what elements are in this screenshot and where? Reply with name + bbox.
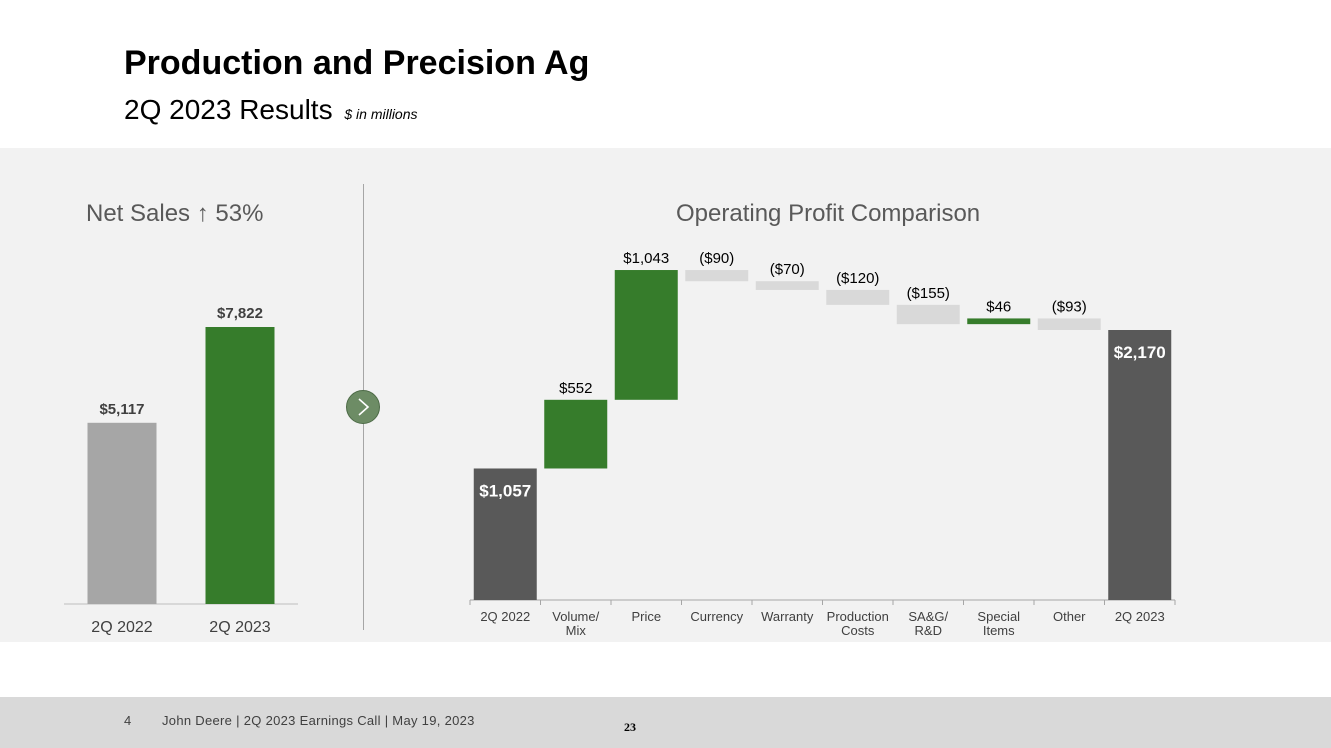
- tick-label: Special: [977, 609, 1020, 624]
- subtitle-text: 2Q 2023 Results: [124, 94, 333, 125]
- bar-sa-g-r-d: [896, 304, 960, 325]
- data-label: ($155): [907, 285, 950, 302]
- bar-volume-mix: [544, 399, 608, 469]
- page-number: 23: [624, 720, 636, 734]
- slide-number: 4: [124, 713, 132, 728]
- bar-other: [1037, 318, 1101, 330]
- tick-label: 2Q 2022: [480, 609, 530, 624]
- net-sales-title: Net Sales ↑ 53%: [86, 200, 264, 227]
- unit-note: $ in millions: [344, 106, 418, 122]
- bar-price: [614, 270, 678, 400]
- data-label: $2,170: [1114, 343, 1166, 362]
- tick-label: Volume/: [552, 609, 599, 624]
- tick-label: 2Q 2022: [91, 619, 152, 636]
- tick-label: Currency: [690, 609, 743, 624]
- tick-label: 2Q 2023: [1115, 609, 1165, 624]
- data-label: ($93): [1052, 298, 1087, 315]
- bar-2q-2023: [1108, 330, 1172, 600]
- bar-production-costs: [826, 289, 890, 305]
- footer-text: John Deere | 2Q 2023 Earnings Call | May…: [162, 713, 475, 728]
- data-label: $1,057: [479, 481, 531, 500]
- data-label: $552: [559, 380, 592, 397]
- tick-label: 2Q 2023: [209, 619, 270, 636]
- bar-2q-2022: [473, 468, 537, 600]
- bar-2q-2023: [205, 327, 275, 604]
- operating-profit-title: Operating Profit Comparison: [676, 200, 981, 227]
- data-label: ($70): [770, 261, 805, 278]
- tick-label: Production: [827, 609, 889, 624]
- tick-label: Warranty: [761, 609, 814, 624]
- data-label: $1,043: [623, 250, 669, 267]
- tick-label: Mix: [566, 623, 587, 638]
- tick-label: Costs: [841, 623, 875, 638]
- slide-subtitle: 2Q 2023 Results $ in millions: [124, 94, 418, 126]
- tick-label: Other: [1053, 609, 1086, 624]
- data-label: $46: [986, 298, 1011, 315]
- data-label: ($120): [836, 270, 879, 287]
- tick-label: Items: [983, 623, 1015, 638]
- tick-label: R&D: [915, 623, 942, 638]
- data-label: $7,822: [217, 305, 263, 322]
- next-arrow-button[interactable]: [346, 390, 380, 424]
- slide-title: Production and Precision Ag: [124, 44, 590, 82]
- bar-2q-2022: [87, 422, 157, 604]
- data-label: $5,117: [99, 401, 144, 418]
- chevron-right-icon: [358, 398, 370, 416]
- bar-currency: [685, 270, 749, 282]
- tick-label: Price: [631, 609, 661, 624]
- bar-special-items: [967, 318, 1031, 325]
- bar-warranty: [755, 281, 819, 290]
- data-label: ($90): [699, 250, 734, 267]
- tick-label: SA&G/: [908, 609, 948, 624]
- footer-bar: 4 John Deere | 2Q 2023 Earnings Call | M…: [0, 697, 1331, 748]
